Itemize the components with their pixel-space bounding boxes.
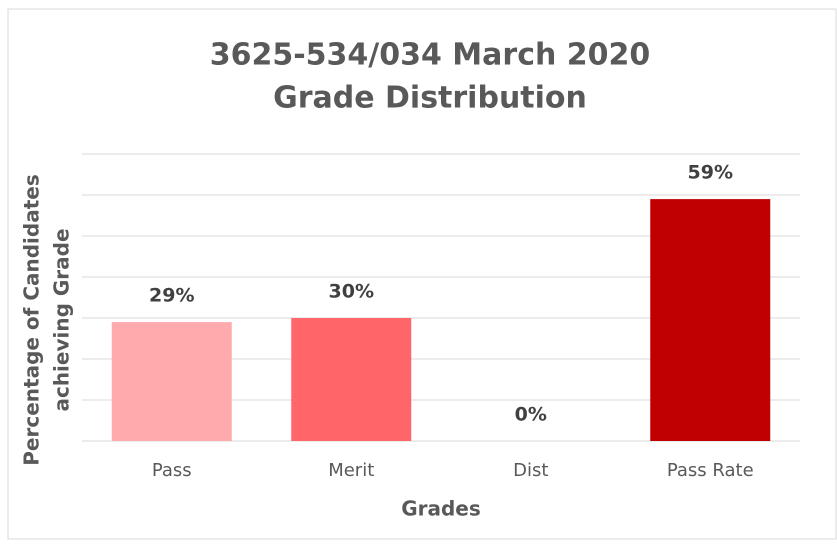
- data-label: 0%: [515, 404, 547, 426]
- x-tick-label: Pass Rate: [667, 460, 754, 481]
- data-label: 59%: [688, 162, 733, 184]
- x-tick-label: Dist: [513, 460, 548, 481]
- bar: [650, 199, 771, 441]
- y-axis-label: Percentage of Candidates: [20, 174, 44, 465]
- data-label: 29%: [149, 285, 194, 307]
- bar: [291, 318, 412, 441]
- data-label: 30%: [329, 281, 374, 303]
- bar: [111, 322, 232, 441]
- x-tick-label: Merit: [328, 460, 374, 481]
- chart-title: Grade Distribution: [273, 81, 587, 116]
- x-tick-label: Pass: [152, 460, 192, 481]
- x-axis-label: Grades: [401, 497, 481, 521]
- chart-title: 3625-534/034 March 2020: [210, 38, 651, 73]
- y-axis-label: achieving Grade: [50, 228, 74, 411]
